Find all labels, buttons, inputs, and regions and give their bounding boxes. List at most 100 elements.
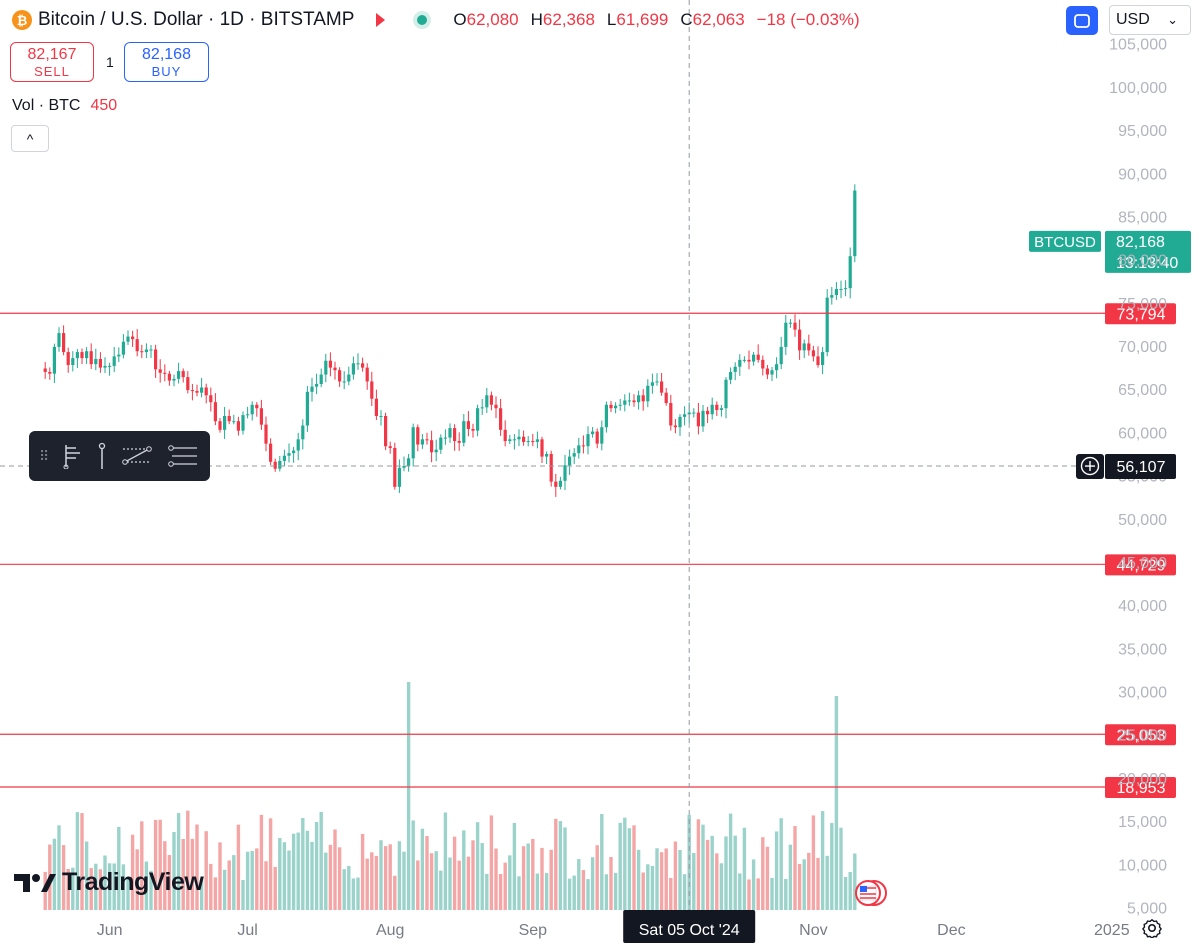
candle[interactable] — [733, 366, 737, 372]
candle[interactable] — [177, 371, 181, 379]
candle[interactable] — [66, 352, 70, 366]
candle[interactable] — [85, 351, 89, 359]
vertical-line-icon[interactable] — [97, 442, 107, 470]
candle[interactable] — [89, 351, 93, 365]
candle[interactable] — [393, 447, 397, 487]
candle[interactable] — [512, 439, 516, 441]
candle[interactable] — [420, 439, 424, 445]
candle[interactable] — [232, 421, 236, 423]
candle[interactable] — [839, 289, 843, 291]
candle[interactable] — [545, 454, 549, 457]
candle[interactable] — [811, 350, 815, 357]
candle[interactable] — [558, 480, 562, 487]
candle[interactable] — [660, 381, 664, 393]
candle[interactable] — [779, 346, 783, 365]
candle[interactable] — [264, 424, 268, 444]
candle[interactable] — [103, 365, 107, 368]
candle[interactable] — [255, 404, 259, 409]
candle[interactable] — [131, 336, 135, 340]
candle[interactable] — [577, 445, 581, 454]
drawing-toolbar[interactable]: ⠿ — [29, 431, 210, 481]
candle[interactable] — [411, 427, 415, 459]
candle[interactable] — [71, 358, 75, 366]
candle[interactable] — [388, 446, 392, 448]
candle[interactable] — [581, 445, 585, 447]
auto-scale-button[interactable] — [1066, 6, 1098, 35]
candle[interactable] — [172, 378, 176, 381]
candle[interactable] — [227, 415, 231, 422]
candle[interactable] — [246, 414, 250, 416]
candle[interactable] — [807, 343, 811, 351]
candle[interactable] — [43, 368, 47, 372]
candle[interactable] — [204, 387, 208, 396]
candle[interactable] — [443, 437, 447, 439]
candle[interactable] — [342, 381, 346, 383]
candle[interactable] — [499, 408, 503, 430]
candle[interactable] — [402, 466, 406, 468]
candle[interactable] — [108, 365, 112, 367]
candle[interactable] — [517, 436, 521, 440]
candle[interactable] — [379, 415, 383, 417]
candle[interactable] — [278, 460, 282, 469]
symbol-title[interactable]: Bitcoin / U.S. Dollar · 1D · BITSTAMP — [38, 9, 355, 30]
candle[interactable] — [793, 322, 797, 330]
candle[interactable] — [292, 450, 296, 454]
candle[interactable] — [683, 414, 687, 417]
market-status-icon[interactable] — [417, 15, 428, 25]
candle[interactable] — [848, 256, 852, 289]
candle[interactable] — [117, 354, 121, 357]
candle[interactable] — [729, 371, 733, 380]
candle[interactable] — [591, 431, 595, 435]
candle[interactable] — [333, 367, 337, 371]
candle[interactable] — [190, 390, 194, 392]
candle[interactable] — [503, 429, 507, 442]
candle[interactable] — [535, 439, 539, 442]
candle[interactable] — [351, 363, 355, 375]
candle[interactable] — [646, 385, 650, 402]
candle[interactable] — [710, 404, 714, 415]
candle[interactable] — [236, 421, 240, 431]
candle[interactable] — [549, 454, 553, 482]
collapse-legend-button[interactable]: ^ — [11, 125, 49, 152]
candle[interactable] — [163, 372, 167, 374]
candle[interactable] — [439, 437, 443, 450]
candle[interactable] — [356, 363, 360, 365]
candle[interactable] — [719, 408, 723, 410]
candle[interactable] — [347, 374, 351, 382]
candle[interactable] — [798, 329, 802, 351]
candle[interactable] — [94, 358, 98, 365]
candle[interactable] — [416, 427, 420, 445]
candle[interactable] — [572, 453, 576, 457]
candle[interactable] — [213, 402, 217, 422]
candle[interactable] — [434, 449, 438, 453]
candle[interactable] — [632, 400, 636, 403]
candle[interactable] — [407, 458, 411, 467]
candle[interactable] — [637, 395, 641, 403]
settings-gear-icon[interactable] — [1142, 918, 1162, 938]
flag-icon[interactable] — [376, 13, 386, 27]
candle[interactable] — [319, 374, 323, 385]
candle[interactable] — [825, 297, 829, 353]
candle[interactable] — [80, 352, 84, 359]
candle[interactable] — [223, 415, 227, 430]
candle[interactable] — [853, 190, 857, 257]
candle[interactable] — [724, 379, 728, 409]
candle[interactable] — [200, 387, 204, 393]
candle[interactable] — [259, 408, 263, 425]
candle[interactable] — [701, 410, 705, 427]
candle[interactable] — [195, 390, 199, 393]
candle[interactable] — [623, 400, 627, 405]
candle[interactable] — [98, 358, 102, 368]
candle[interactable] — [361, 363, 365, 368]
candle[interactable] — [747, 359, 751, 362]
candle[interactable] — [627, 400, 631, 402]
candle[interactable] — [526, 441, 530, 443]
candle[interactable] — [186, 377, 190, 391]
candle[interactable] — [600, 427, 604, 444]
candle[interactable] — [830, 295, 834, 298]
candle[interactable] — [287, 453, 291, 456]
candle[interactable] — [489, 395, 493, 405]
candle[interactable] — [604, 404, 608, 428]
candle[interactable] — [48, 371, 52, 374]
